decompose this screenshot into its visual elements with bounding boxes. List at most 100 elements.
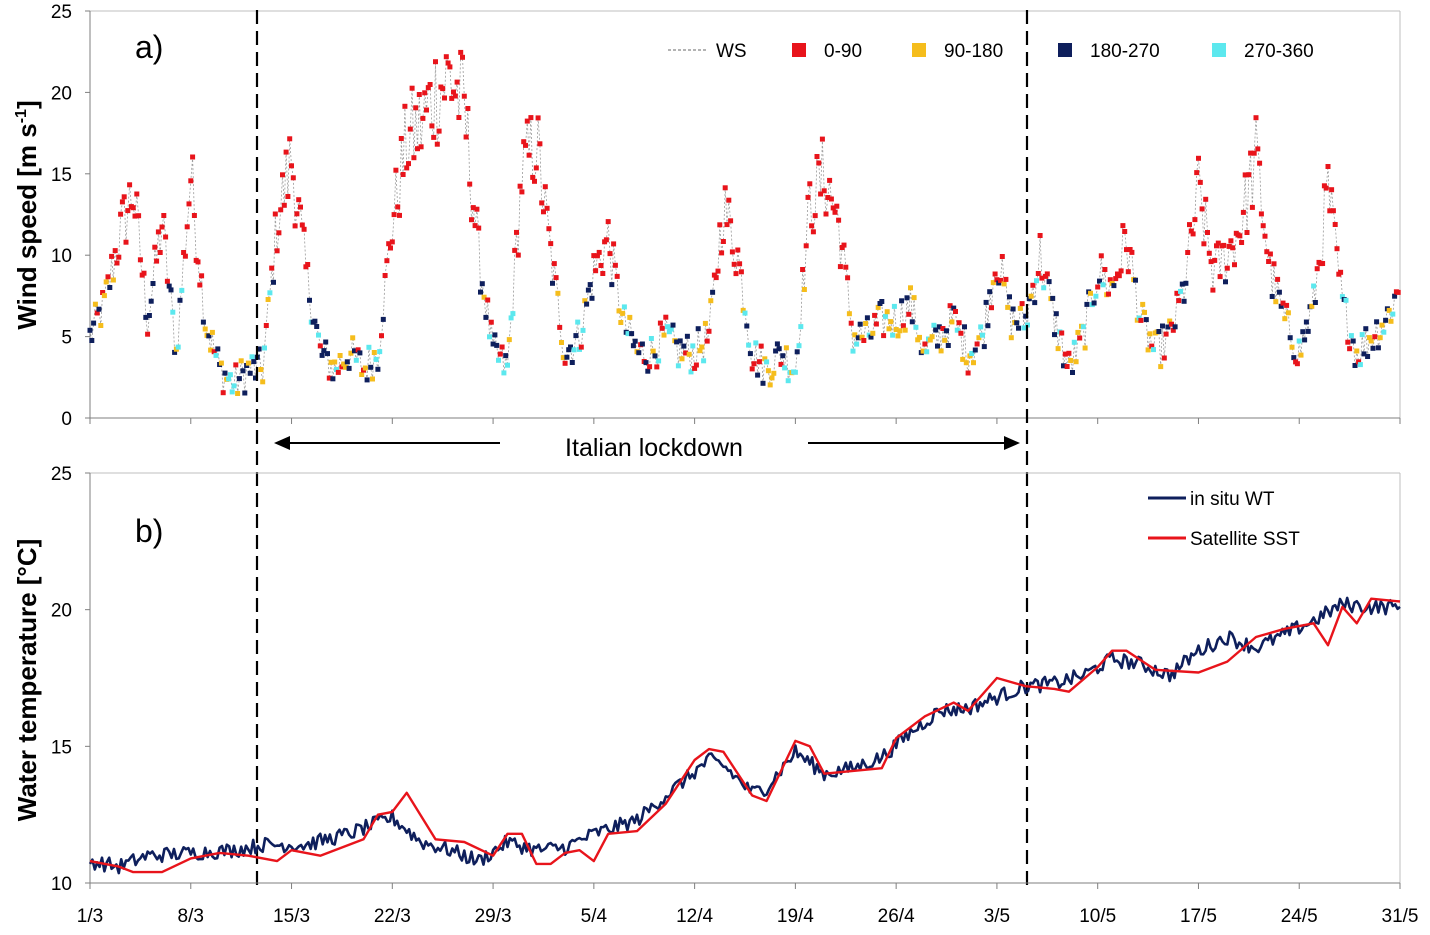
ws-point bbox=[972, 347, 978, 353]
ws-point bbox=[575, 319, 581, 325]
ws-point bbox=[1080, 324, 1086, 330]
ws-point bbox=[983, 299, 989, 305]
ws-point bbox=[863, 321, 869, 326]
ws-point bbox=[312, 318, 318, 324]
ws-point bbox=[483, 314, 489, 320]
ws-point bbox=[938, 348, 944, 354]
ws-point bbox=[202, 326, 208, 332]
ws-point bbox=[278, 207, 284, 213]
ws-point bbox=[161, 213, 167, 218]
ws-point bbox=[343, 364, 348, 370]
ws-point bbox=[1116, 273, 1122, 279]
ws-point bbox=[985, 323, 991, 329]
ws-point bbox=[1194, 170, 1200, 176]
ws-point bbox=[179, 287, 185, 293]
legend-marker bbox=[1212, 43, 1226, 57]
ws-point bbox=[362, 365, 368, 371]
ws-point bbox=[888, 319, 894, 325]
ws-point bbox=[1052, 332, 1057, 338]
ws-point bbox=[1329, 187, 1335, 193]
ws-point bbox=[1361, 351, 1367, 357]
panel-a-y-tick-label: 15 bbox=[51, 165, 72, 186]
ws-point bbox=[728, 218, 734, 224]
ws-point bbox=[1377, 335, 1383, 341]
ws-point bbox=[571, 347, 577, 353]
ws-point bbox=[884, 309, 890, 315]
ws-point bbox=[731, 261, 737, 267]
ws-point bbox=[629, 331, 635, 337]
ws-point bbox=[762, 356, 768, 362]
panel-a-y-tick-label: 10 bbox=[51, 246, 72, 267]
satellite-sst-line bbox=[89, 597, 1401, 874]
ws-point bbox=[443, 54, 449, 60]
ws-point bbox=[409, 85, 415, 91]
panel-a-ylabel: Wind speed [m s-1] bbox=[12, 100, 42, 329]
ws-point bbox=[456, 115, 462, 120]
lockdown-annotation: Italian lockdown bbox=[255, 10, 1029, 890]
ws-point bbox=[479, 281, 485, 287]
ws-point bbox=[764, 359, 770, 365]
ws-point bbox=[830, 205, 836, 211]
ws-point bbox=[388, 245, 393, 251]
ws-point bbox=[458, 49, 464, 55]
ws-point bbox=[603, 237, 609, 243]
ws-point bbox=[89, 338, 95, 343]
ws-point bbox=[109, 253, 115, 259]
ws-point bbox=[875, 304, 881, 310]
ws-point bbox=[262, 345, 267, 351]
ws-point bbox=[1267, 251, 1273, 257]
ws-point bbox=[614, 273, 620, 279]
ws-point bbox=[1273, 299, 1279, 305]
ws-point bbox=[539, 200, 545, 206]
ws-point bbox=[1208, 259, 1214, 265]
ws-point bbox=[1172, 324, 1178, 330]
ws-point bbox=[733, 271, 739, 277]
panel-b-y-tick-label: 20 bbox=[51, 601, 72, 622]
ws-point bbox=[859, 334, 865, 340]
ws-point bbox=[281, 202, 287, 208]
in-situ-wt-line bbox=[88, 596, 1401, 875]
ws-point bbox=[697, 348, 703, 354]
ws-point bbox=[855, 335, 861, 341]
ws-point bbox=[681, 343, 687, 349]
ws-point bbox=[92, 301, 98, 307]
ws-point bbox=[1230, 245, 1236, 251]
ws-point bbox=[514, 229, 519, 235]
ws-point bbox=[436, 128, 442, 134]
panel-a-ylabel-tail: ] bbox=[12, 100, 42, 109]
ws-point bbox=[274, 248, 280, 254]
ws-point bbox=[776, 346, 782, 352]
ws-point bbox=[379, 333, 384, 339]
ws-point bbox=[449, 95, 455, 101]
ws-point bbox=[895, 333, 901, 339]
ws-point bbox=[1395, 289, 1401, 295]
panel-b-ylabel: Water temperature [°C] bbox=[12, 539, 42, 821]
ws-point bbox=[1192, 217, 1198, 223]
ws-point bbox=[659, 325, 665, 331]
ws-point bbox=[427, 82, 433, 87]
ws-point bbox=[256, 346, 262, 352]
ws-point bbox=[589, 295, 595, 301]
ws-point bbox=[1199, 206, 1205, 212]
ws-point bbox=[146, 313, 152, 318]
ws-point bbox=[692, 365, 698, 371]
ws-point bbox=[298, 204, 303, 210]
ws-point bbox=[1014, 320, 1020, 326]
ws-point bbox=[1239, 240, 1245, 245]
wind-speed-series bbox=[87, 49, 1401, 396]
panel-b-legend: in situ WT Satellite SST bbox=[1148, 489, 1300, 550]
ws-point bbox=[474, 206, 480, 212]
ws-point bbox=[582, 298, 588, 304]
ws-point bbox=[1269, 294, 1275, 299]
ws-point bbox=[825, 195, 831, 200]
ws-point bbox=[452, 93, 458, 99]
ws-point bbox=[1064, 364, 1070, 369]
ws-point bbox=[1068, 358, 1074, 363]
ws-point bbox=[742, 310, 748, 316]
ws-point bbox=[1348, 333, 1354, 339]
ws-point bbox=[442, 95, 447, 101]
ws-point bbox=[911, 295, 917, 301]
ws-point bbox=[1019, 301, 1025, 307]
ws-point bbox=[1224, 265, 1230, 271]
ws-point bbox=[1264, 249, 1270, 255]
